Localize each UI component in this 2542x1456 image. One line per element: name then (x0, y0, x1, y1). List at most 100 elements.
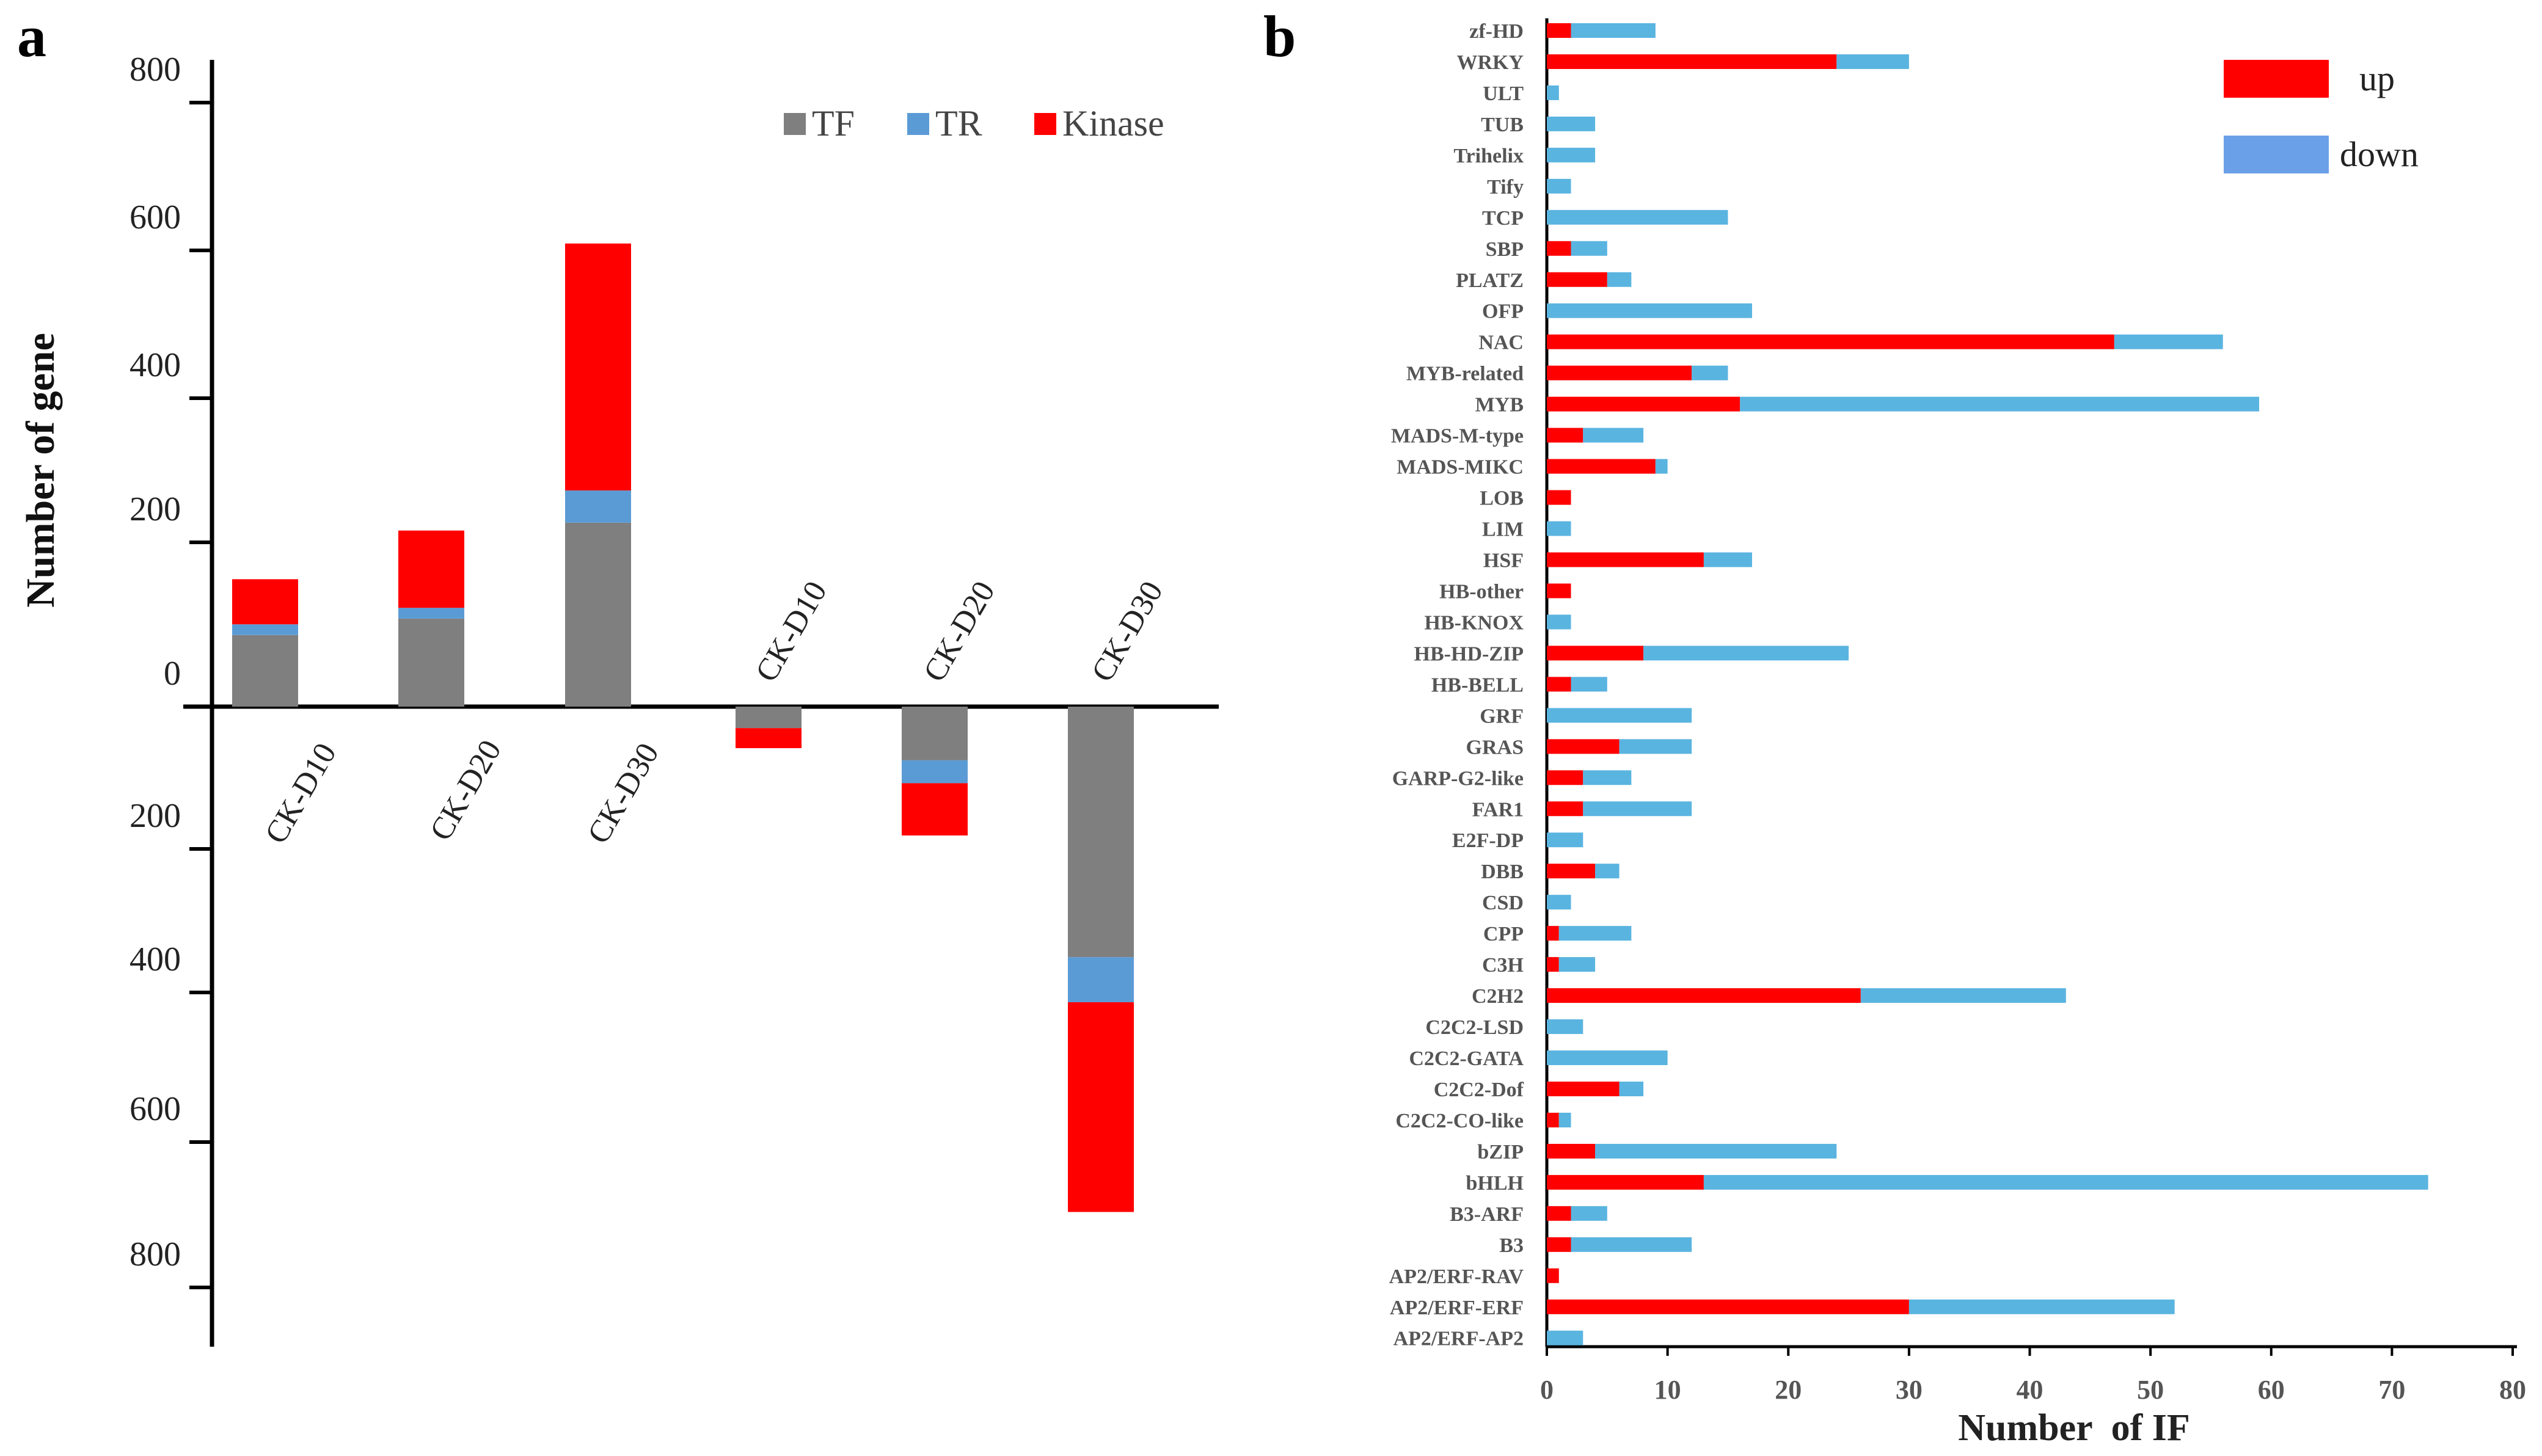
category-label: LIM (1482, 519, 1524, 541)
bar-up-lob (1547, 490, 1571, 505)
x-tick-label: 30 (1896, 1375, 1923, 1405)
down-category-label: CK-D20 (917, 575, 1002, 688)
up-ck-d10-kinase-segment (232, 579, 298, 625)
bar-up-sbp (1547, 241, 1571, 256)
y-tick-label: 600 (130, 198, 181, 236)
panel-b: b 0 10 20 30 40 50 60 70 80 zf-HD WRKY ULT TUB Trihe… (1263, 4, 2526, 1449)
bar-down-lim (1547, 521, 1571, 536)
bar-up-mads-m-type (1547, 428, 1583, 443)
bar-up-mads-mikc (1547, 459, 1656, 474)
down-ck-d30-kinase-segment (1068, 1002, 1134, 1212)
bar-up-dbb (1547, 864, 1596, 879)
category-label: PLATZ (1456, 269, 1524, 292)
bar-down-c2c2-gata (1547, 1050, 1668, 1066)
y-axis-title: Number of gene (18, 333, 63, 608)
bar-down-gras (1619, 739, 1692, 754)
down-category-label: CK-D30 (1085, 575, 1170, 688)
bar-up-bhlh (1547, 1174, 1704, 1190)
bar-down-csd (1547, 895, 1571, 910)
bar-down-sbp (1571, 241, 1607, 256)
bar-up-platz (1547, 272, 1607, 287)
category-label: Tify (1487, 176, 1524, 198)
category-label: CPP (1483, 923, 1524, 945)
x-tick-label: 60 (2258, 1375, 2285, 1405)
y-tick-label: 800 (130, 1236, 181, 1273)
legend-swatch-tf (784, 113, 806, 135)
category-label: SBP (1486, 238, 1524, 261)
category-label: OFP (1482, 300, 1524, 323)
bar-down-trihelix (1547, 147, 1596, 162)
up-category-label: CK-D20 (423, 734, 508, 846)
bar-down-tub (1547, 116, 1596, 131)
category-label: HSF (1483, 549, 1524, 572)
category-label: C2C2-CO-like (1395, 1110, 1524, 1132)
category-label: B3-ARF (1450, 1203, 1524, 1226)
y-tick-label: 400 (130, 941, 181, 978)
category-label: AP2/ERF-ERF (1390, 1297, 1524, 1319)
legend-label-up: up (2359, 59, 2395, 98)
category-label: B3 (1499, 1234, 1524, 1257)
bar-down-ap2/erf-erf (1908, 1299, 2175, 1314)
category-label: HB-KNOX (1425, 611, 1524, 634)
category-label: ULT (1483, 82, 1524, 105)
category-label: C2C2-GATA (1409, 1047, 1524, 1070)
category-label: MADS-MIKC (1397, 456, 1524, 479)
x-tick-label: 0 (1540, 1375, 1554, 1405)
category-label: WRKY (1456, 51, 1524, 74)
bar-down-garp-g2-like (1583, 770, 1632, 785)
bar-down-tify (1547, 178, 1571, 194)
category-label: TCP (1482, 207, 1524, 230)
up-ck-d20-tf-segment (398, 618, 464, 707)
bar-up-c2h2 (1547, 988, 1861, 1003)
bar-down-ofp (1547, 303, 1752, 318)
bar-down-ap2/erf-ap2 (1547, 1330, 1583, 1345)
legend-swatch-tr (907, 113, 929, 135)
category-label: GARP-G2-like (1392, 767, 1524, 790)
bar-down-far1 (1583, 801, 1692, 817)
x-tick-label: 20 (1775, 1375, 1802, 1405)
bar-up-hb-hd-zip (1547, 646, 1644, 661)
legend-label-down: down (2340, 134, 2419, 174)
up-ck-d30-tf-segment (565, 522, 631, 707)
category-label: MYB-related (1406, 363, 1524, 385)
y-tick-label: 400 (130, 346, 181, 384)
category-label: HB-other (1439, 580, 1524, 603)
bar-down-platz (1607, 272, 1632, 287)
category-label: LOB (1480, 487, 1524, 510)
category-label: TUB (1481, 114, 1524, 136)
bar-up-bzip (1547, 1143, 1596, 1159)
bar-up-c2c2-dof (1547, 1081, 1620, 1096)
bar-up-hb-other (1547, 583, 1571, 599)
bar-down-myb (1740, 396, 2259, 412)
bar-down-e2f-dp (1547, 832, 1583, 848)
x-tick-label: 10 (1654, 1375, 1681, 1405)
category-label: C2H2 (1472, 985, 1524, 1008)
bar-up-nac (1547, 334, 2114, 349)
panel-b-letter: b (1263, 4, 1296, 69)
category-label: C3H (1482, 954, 1524, 977)
legend-label-tr: TR (935, 103, 982, 144)
y-tick-label: 200 (130, 797, 181, 835)
bar-down-c2c2-lsd (1547, 1019, 1583, 1035)
x-tick-label: 80 (2499, 1375, 2526, 1405)
bar-down-hb-knox (1547, 614, 1571, 630)
bar-down-grf (1547, 708, 1692, 723)
bar-down-c2c2-dof (1619, 1081, 1644, 1096)
x-tick-label: 40 (2017, 1375, 2043, 1405)
category-label: bHLH (1466, 1172, 1524, 1195)
down-ck-d20-tr-segment (902, 760, 968, 784)
category-label: E2F-DP (1452, 829, 1524, 852)
panel-a-letter: a (17, 4, 46, 69)
bar-down-ult (1547, 85, 1559, 100)
bar-up-b3-arf (1547, 1206, 1571, 1221)
bar-down-bzip (1595, 1143, 1837, 1159)
up-category-label: CK-D30 (581, 737, 666, 850)
bar-up-c2c2-co-like (1547, 1112, 1559, 1127)
legend-label-kinase: Kinase (1062, 103, 1164, 144)
y-tick-label: 0 (164, 655, 181, 693)
bar-down-mads-mikc (1655, 459, 1668, 474)
bar-up-garp-g2-like (1547, 770, 1583, 785)
bar-up-ap2/erf-rav (1547, 1268, 1559, 1283)
y-tick-label: 200 (130, 490, 181, 528)
bar-down-c3h (1558, 957, 1596, 972)
